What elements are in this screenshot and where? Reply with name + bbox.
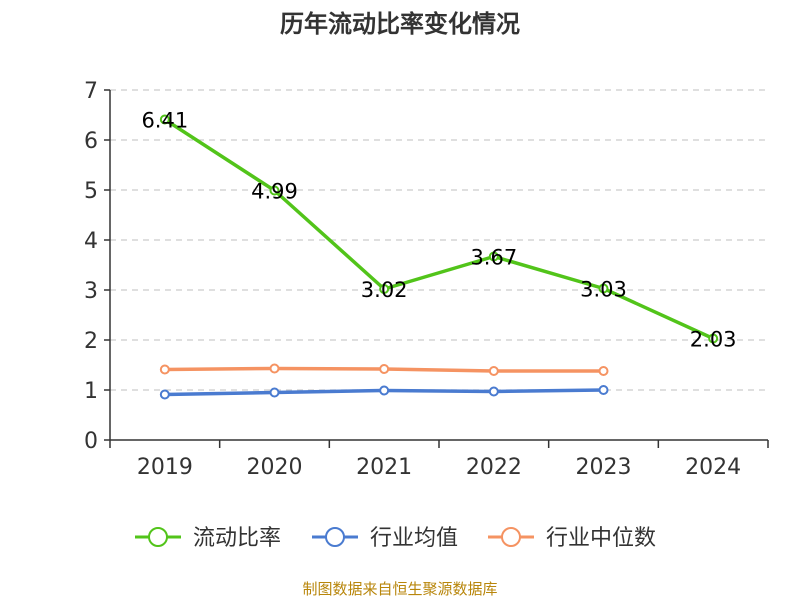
x-tick-label: 2019 [137,455,193,480]
data-label: 3.03 [580,278,627,302]
data-point [708,333,719,344]
data-point [598,283,609,294]
x-tick-label: 2020 [247,455,303,480]
data-point [269,363,280,374]
y-tick-label: 6 [84,129,98,154]
data-label: 3.67 [470,246,517,270]
y-tick-label: 3 [84,279,98,304]
data-label: 3.02 [361,278,408,302]
source-note: 制图数据来自恒生聚源数据库 [302,580,497,598]
data-point [598,385,609,395]
data-point [159,114,170,125]
data-point [269,185,280,196]
y-tick-label: 2 [84,329,98,354]
x-tick-label: 2022 [466,455,522,480]
data-label: 4.99 [251,180,298,204]
y-tick-label: 7 [84,79,98,104]
data-point [488,366,499,376]
series-group [159,114,719,400]
legend-label-3: 行业中位数 [546,526,656,551]
data-label: 2.03 [690,328,737,352]
legend-label-1: 流动比率 [193,526,281,551]
data-label: 6.41 [141,109,188,133]
x-tick-label: 2021 [356,455,412,480]
y-tick-label: 0 [84,429,98,454]
data-point [379,364,390,374]
legend: 流动比率 行业均值 行业中位数 [135,526,656,551]
y-tick-label: 5 [84,179,98,204]
x-tick-label: 2024 [685,455,741,480]
data-point [379,284,390,294]
legend-marker-2 [325,527,345,547]
grid-lines [110,89,768,391]
y-tick-label: 4 [84,229,98,254]
chart-title: 历年流动比率变化情况 [280,10,520,38]
x-tick-label: 2023 [576,455,632,480]
data-point [269,387,280,398]
data-point [598,366,609,376]
data-point [488,251,499,262]
legend-marker-1 [148,527,168,547]
legend-marker-3 [501,527,521,547]
data-point [159,364,170,375]
legend-label-2: 行业均值 [370,526,458,551]
series-line-1 [163,118,714,341]
data-point [379,385,390,396]
data-labels: 6.41 4.99 3.02 3.67 3.03 2.03 [141,109,736,352]
axes: 0 1 2 3 4 5 6 7 2019 2020 2021 2022 2023 2024 [84,79,769,480]
data-point [488,386,499,397]
y-tick-label: 1 [84,379,98,404]
data-point [159,389,170,400]
